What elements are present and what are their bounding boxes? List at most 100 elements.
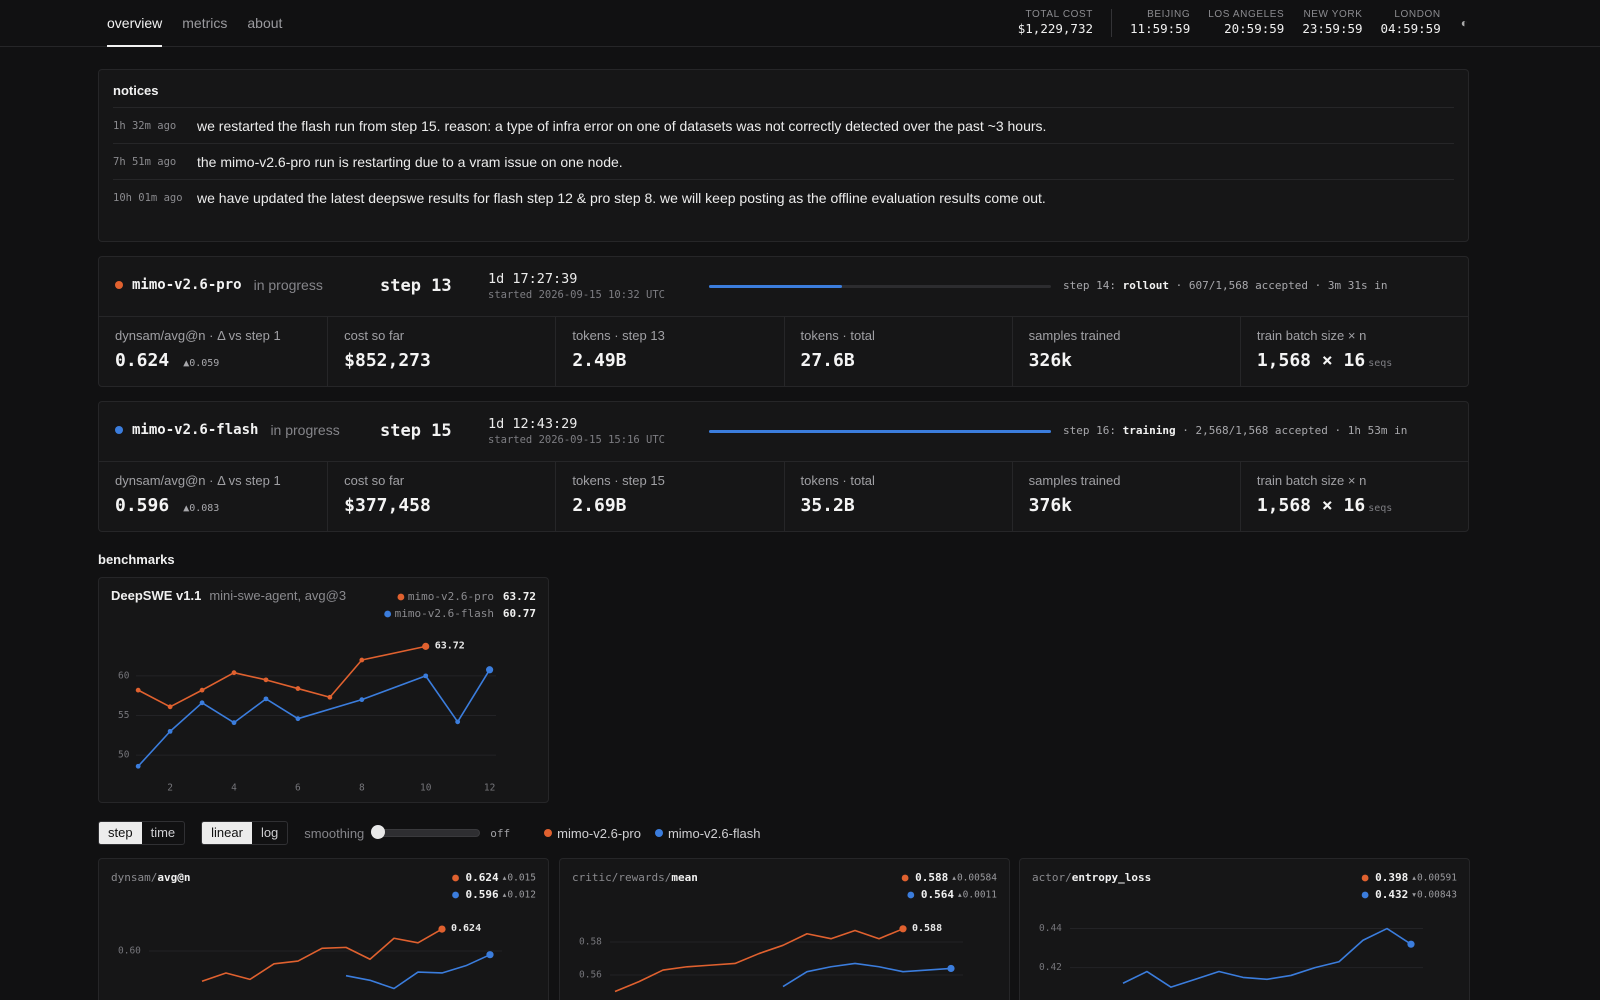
progress-track (709, 285, 1051, 288)
stat-label: tokens · step 13 (572, 328, 665, 343)
divider (1111, 9, 1113, 37)
stat-value: 1,568 × 16 (1256, 350, 1366, 371)
slider-knob[interactable] (371, 825, 386, 839)
stat: tokens · step 15 2.69B (555, 462, 783, 531)
clock: LONDON 04:59:59 (1381, 9, 1441, 37)
legend-dot (901, 874, 909, 882)
notice-time: 7h 51m ago (113, 156, 177, 168)
point-label: 0.624 (451, 923, 481, 934)
y-tick-label: 0.60 (118, 946, 141, 957)
notice-time: 1h 32m ago (113, 120, 177, 132)
series-line (614, 928, 904, 993)
status-dot (115, 426, 123, 434)
phase-time: · 1h 53m in (1334, 424, 1408, 437)
notice: 1h 32m ago we restarted the flash run fro… (113, 107, 1454, 143)
run-name: mimo-v2.6-flash (132, 422, 259, 438)
stat-label: tokens · total (800, 473, 875, 488)
header-stats: TOTAL COST $1,229,732 BEIJING 11:59:59 LOS A… (1000, 9, 1468, 37)
point (167, 704, 173, 710)
run-header: mimo-v2.6-pro in progress step 13 1d 17:27:… (99, 257, 1468, 317)
legend-value: 60.77 (503, 607, 536, 620)
clock: LOS ANGELES 20:59:59 (1208, 9, 1284, 37)
stat-delta: ▲0.059 (183, 358, 220, 369)
notice-text: the mimo-v2.6-pro run is restarting due … (197, 154, 623, 170)
stat-label: samples trained (1028, 473, 1121, 488)
phase: step 16: training · 2,568/1,568 accepted… (1063, 424, 1407, 437)
toggle-option[interactable]: log (260, 825, 279, 840)
stat-value-row: $852,273 (344, 350, 555, 371)
point (231, 720, 237, 726)
series-line (201, 928, 443, 982)
chart-card: critic/rewards/mean 0.58 0.56 0.588 ▴0.00584… (559, 858, 1010, 1000)
point (327, 694, 333, 700)
stat-value: 27.6B (800, 350, 855, 371)
stat-value-row: 2.49B (572, 350, 783, 371)
theme-toggle[interactable]: ◐ (1460, 16, 1468, 30)
legend-value: 0.624 (466, 871, 499, 884)
toggle-group: linear log (201, 821, 289, 845)
stat-label: dynsam/avg@n · Δ vs step 1 (115, 328, 281, 343)
stat-label: tokens · step 15 (572, 473, 665, 488)
stat-value-row: $377,458 (344, 495, 555, 516)
status-dot (115, 281, 123, 289)
phase-accepted: · 607/1,568 accepted (1175, 279, 1309, 292)
nav-tab[interactable]: overview (107, 0, 163, 47)
legend-value: 63.72 (503, 590, 536, 603)
stat: dynsam/avg@n · Δ vs step 1 0.596 ▲0.083 (99, 462, 327, 531)
run-time: 1d 17:27:39 started 2026-09-15 10:32 UTC (488, 271, 665, 302)
point (1407, 940, 1415, 948)
toggle-option[interactable]: time (150, 825, 176, 840)
x-tick-label: 6 (295, 783, 301, 794)
run-card: mimo-v2.6-flash in progress step 15 1d 12:4… (98, 401, 1469, 532)
y-tick-label: 0.42 (1039, 962, 1062, 973)
stat-value: 326k (1028, 350, 1073, 371)
phase-step: step 16: (1063, 424, 1116, 437)
stat-value-row: 0.596 ▲0.083 (115, 495, 327, 516)
chart-title: actor/entropy_loss (1032, 871, 1151, 884)
clock-time: 23:59:59 (1302, 21, 1363, 36)
legend-dot (452, 891, 459, 899)
notices-list: 1h 32m ago we restarted the flash run fro… (113, 107, 1454, 215)
point (423, 673, 429, 679)
point-label: 63.72 (435, 640, 465, 651)
legend-dot (654, 829, 663, 837)
run-name: mimo-v2.6-pro (132, 277, 242, 293)
clock-city: NEW YORK (1303, 9, 1363, 20)
phase-accepted: · 2,568/1,568 accepted (1182, 424, 1328, 437)
point (486, 666, 494, 674)
toggle-option[interactable]: step (99, 822, 142, 844)
x-tick-label: 12 (484, 783, 495, 794)
toggle-option[interactable]: linear (202, 822, 252, 844)
stat-value: 0.624 (115, 350, 170, 371)
nav-tab[interactable]: about (247, 15, 283, 31)
run-step: step 15 (380, 421, 452, 441)
chart: critic/rewards/mean0.580.560.588▴0.00584… (572, 871, 997, 993)
clock-time: 04:59:59 (1380, 21, 1441, 36)
phase-step: step 14: (1063, 279, 1116, 292)
y-tick-label: 60 (118, 670, 130, 681)
series-line (345, 953, 491, 990)
point (295, 716, 301, 722)
x-tick-label: 10 (420, 783, 432, 794)
point (231, 670, 237, 676)
notice: 7h 51m ago the mimo-v2.6-pro run is resta… (113, 143, 1454, 179)
run-time: 1d 12:43:29 started 2026-09-15 15:16 UTC (488, 416, 665, 447)
run-title: mimo-v2.6-pro in progress (115, 277, 323, 293)
top-bar: overview metrics about TOTAL COST $1,229,73… (0, 0, 1600, 47)
point (263, 677, 269, 683)
nav-tab[interactable]: metrics (182, 15, 228, 31)
chart: actor/entropy_loss 0.44 0.42 ▴0.005910.398▾… (1032, 871, 1457, 988)
point (455, 719, 461, 725)
stat: tokens · total 35.2B (783, 462, 1012, 531)
stat-unit: seqs (1368, 358, 1393, 369)
point (199, 687, 205, 693)
toggle-group: step time (98, 821, 186, 845)
chart-card: DeepSWE v1.1 mini-swe-agent, avg@3 50 55 60 2… (98, 577, 549, 803)
notice-text: we have updated the latest deepswe resul… (197, 190, 1046, 206)
smoothing-slider[interactable] (371, 825, 481, 839)
stat-value: 35.2B (800, 495, 855, 516)
legend-name: mimo-v2.6-pro (408, 590, 494, 603)
notices-card: notices 1h 32m ago we restarted the flash… (98, 69, 1469, 242)
progress-fill (709, 285, 843, 288)
